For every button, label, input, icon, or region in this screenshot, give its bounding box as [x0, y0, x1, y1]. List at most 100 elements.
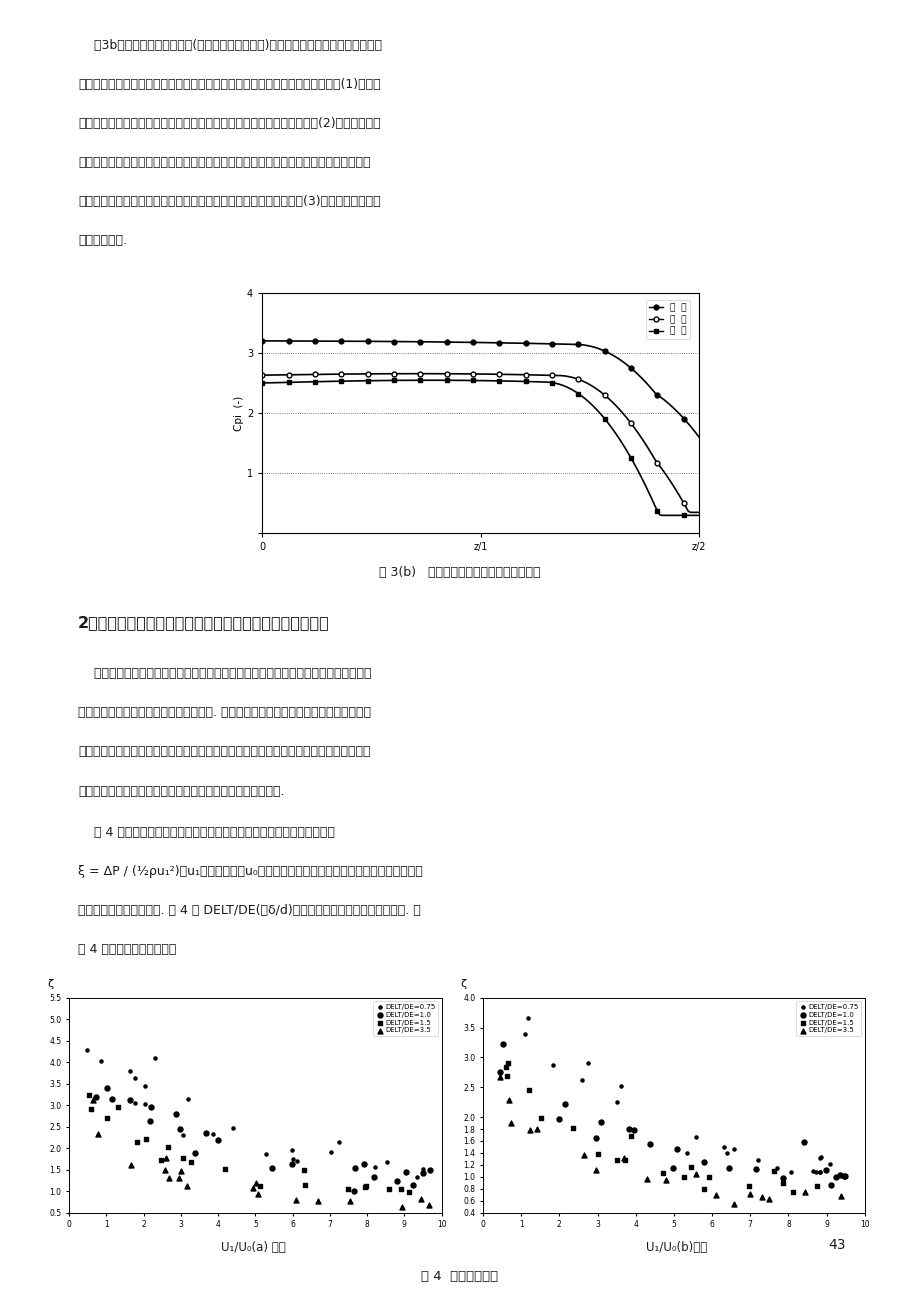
DELT/DE=1.0: [626, 1120, 641, 1141]
DELT/DE=0.75: [520, 1007, 535, 1028]
DELT/DE=3.5: [761, 1188, 776, 1209]
DELT/DE=1.0: [415, 1163, 430, 1184]
DELT/DE=3.5: [124, 1154, 139, 1175]
Text: 图 3(b)   径向出口合流流动压力系数分布图: 图 3(b) 径向出口合流流动压力系数分布图: [379, 566, 540, 579]
DELT/DE=0.75: [225, 1118, 240, 1138]
DELT/DE=1.0: [104, 1089, 119, 1110]
DELT/DE=1.5: [675, 1167, 690, 1188]
DELT/DE=1.5: [609, 1150, 624, 1171]
Legend: 外  侧, 中  心, 内  侧: 外 侧, 中 心, 内 侧: [645, 299, 689, 340]
DELT/DE=3.5: [502, 1089, 516, 1110]
DELT/DE=3.5: [797, 1183, 811, 1203]
DELT/DE=1.0: [389, 1170, 403, 1190]
DELT/DE=0.75: [609, 1092, 624, 1112]
DELT/DE=1.5: [84, 1099, 98, 1120]
DELT/DE=1.5: [402, 1181, 416, 1202]
DELT/DE=1.5: [500, 1066, 515, 1086]
DELT/DE=1.0: [399, 1162, 414, 1183]
DELT/DE=0.75: [284, 1140, 299, 1160]
DELT/DE=0.75: [808, 1162, 823, 1183]
DELT/DE=1.5: [380, 1179, 395, 1200]
DELT/DE=0.75: [517, 1024, 532, 1045]
DELT/DE=1.0: [99, 1077, 114, 1098]
DELT/DE=1.5: [565, 1118, 580, 1138]
DELT/DE=1.5: [393, 1179, 408, 1200]
DELT/DE=3.5: [85, 1090, 100, 1111]
DELT/DE=3.5: [687, 1163, 702, 1184]
DELT/DE=1.5: [809, 1176, 823, 1197]
DELT/DE=0.75: [379, 1151, 393, 1172]
DELT/DE=0.75: [750, 1150, 765, 1171]
DELT/DE=0.75: [137, 1076, 152, 1097]
DELT/DE=0.75: [148, 1047, 163, 1068]
DELT/DE=3.5: [251, 1184, 266, 1205]
DELT/DE=0.75: [804, 1160, 819, 1181]
DELT/DE=1.5: [253, 1175, 267, 1196]
DELT/DE=1.0: [265, 1158, 279, 1179]
Text: 图 4 中可以看出如下特点：: 图 4 中可以看出如下特点：: [78, 943, 176, 956]
DELT/DE=1.0: [284, 1154, 299, 1175]
DELT/DE=3.5: [588, 1159, 603, 1180]
DELT/DE=1.0: [620, 1119, 635, 1140]
DELT/DE=0.75: [409, 1167, 424, 1188]
DELT/DE=3.5: [639, 1168, 653, 1189]
DELT/DE=0.75: [613, 1076, 628, 1097]
DELT/DE=1.0: [346, 1180, 360, 1201]
Text: 流道内距出口处最远的远端点；而且压力幅値也比较大，这是因为远端点处流道内流速较: 流道内距出口处最远的远端点；而且压力幅値也比较大，这是因为远端点处流道内流速较: [78, 156, 370, 169]
DELT/DE=0.75: [122, 1060, 137, 1081]
DELT/DE=0.75: [93, 1051, 108, 1072]
DELT/DE=1.0: [837, 1166, 852, 1187]
DELT/DE=1.0: [122, 1089, 137, 1110]
DELT/DE=1.0: [143, 1097, 158, 1118]
Text: 图3b中，合流流体在出口处(相当于分流的进口处)流动的分离及冲击影响远较分流时: 图3b中，合流流体在出口处(相当于分流的进口处)流动的分离及冲击影响远较分流时: [78, 39, 381, 52]
DELT/DE=0.75: [258, 1144, 273, 1164]
DELT/DE=0.75: [289, 1151, 304, 1172]
DELT/DE=3.5: [289, 1189, 303, 1210]
DELT/DE=1.0: [142, 1110, 157, 1131]
DELT/DE=1.5: [82, 1085, 96, 1106]
DELT/DE=1.0: [594, 1111, 608, 1132]
DELT/DE=3.5: [616, 1147, 630, 1168]
DELT/DE=1.0: [827, 1166, 842, 1187]
DELT/DE=1.5: [683, 1157, 698, 1177]
Text: ξ = ΔP / (½ρu₁²)，u₁为穿孔流速；u₀为主流道平均流速，对分流指分流前的流速，对合: ξ = ΔP / (½ρu₁²)，u₁为穿孔流速；u₀为主流道平均流速，对分流指…: [78, 865, 423, 878]
Text: U₁/U₀(b)合流: U₁/U₀(b)合流: [645, 1241, 706, 1254]
DELT/DE=3.5: [742, 1183, 756, 1203]
DELT/DE=1.0: [835, 1166, 850, 1187]
DELT/DE=1.0: [665, 1157, 680, 1177]
DELT/DE=3.5: [504, 1112, 518, 1133]
DELT/DE=1.5: [100, 1108, 115, 1129]
DELT/DE=3.5: [522, 1119, 537, 1140]
DELT/DE=1.5: [785, 1181, 800, 1202]
DELT/DE=3.5: [179, 1176, 194, 1197]
DELT/DE=3.5: [833, 1185, 847, 1206]
DELT/DE=0.75: [176, 1125, 190, 1146]
DELT/DE=0.75: [367, 1157, 381, 1177]
DELT/DE=3.5: [754, 1187, 768, 1207]
Text: 流道的中心地带有一个压力升值，这是由于二侧流体在中心汇合造成的。(2)压力最高点在: 流道的中心地带有一个压力升值，这是由于二侧流体在中心汇合造成的。(2)压力最高点…: [78, 117, 380, 130]
DELT/DE=1.5: [298, 1175, 312, 1196]
DELT/DE=1.5: [775, 1172, 789, 1193]
DELT/DE=3.5: [726, 1194, 741, 1215]
Text: 小、并且还要以高的压力推动不断进入流道的穿孔流体到达出口处。(3)内外侧压力差明显: 小、并且还要以高的压力推动不断进入流道的穿孔流体到达出口处。(3)内外侧压力差明…: [78, 195, 380, 208]
DELT/DE=3.5: [492, 1067, 506, 1088]
DELT/DE=1.0: [588, 1127, 603, 1147]
DELT/DE=1.5: [111, 1097, 126, 1118]
DELT/DE=1.0: [172, 1119, 187, 1140]
DELT/DE=3.5: [528, 1119, 543, 1140]
DELT/DE=3.5: [157, 1159, 172, 1180]
Text: ζ: ζ: [47, 980, 53, 989]
DELT/DE=1.0: [823, 1175, 837, 1196]
DELT/DE=0.75: [574, 1069, 589, 1090]
DELT/DE=3.5: [171, 1168, 186, 1189]
DELT/DE=1.0: [796, 1132, 811, 1153]
Text: 为小，其大部分分离区域在出口接管内，而不在环形流道内。压力分布特点是：(1)在环形: 为小，其大部分分离区域在出口接管内，而不在环形流道内。压力分布特点是：(1)在环…: [78, 78, 380, 91]
DELT/DE=0.75: [323, 1141, 338, 1162]
DELT/DE=3.5: [658, 1170, 673, 1190]
DELT/DE=1.5: [696, 1179, 710, 1200]
DELT/DE=0.75: [678, 1142, 693, 1163]
DELT/DE=1.5: [590, 1144, 605, 1164]
DELT/DE=1.0: [557, 1094, 572, 1115]
DELT/DE=3.5: [421, 1194, 436, 1215]
DELT/DE=1.5: [533, 1107, 548, 1128]
